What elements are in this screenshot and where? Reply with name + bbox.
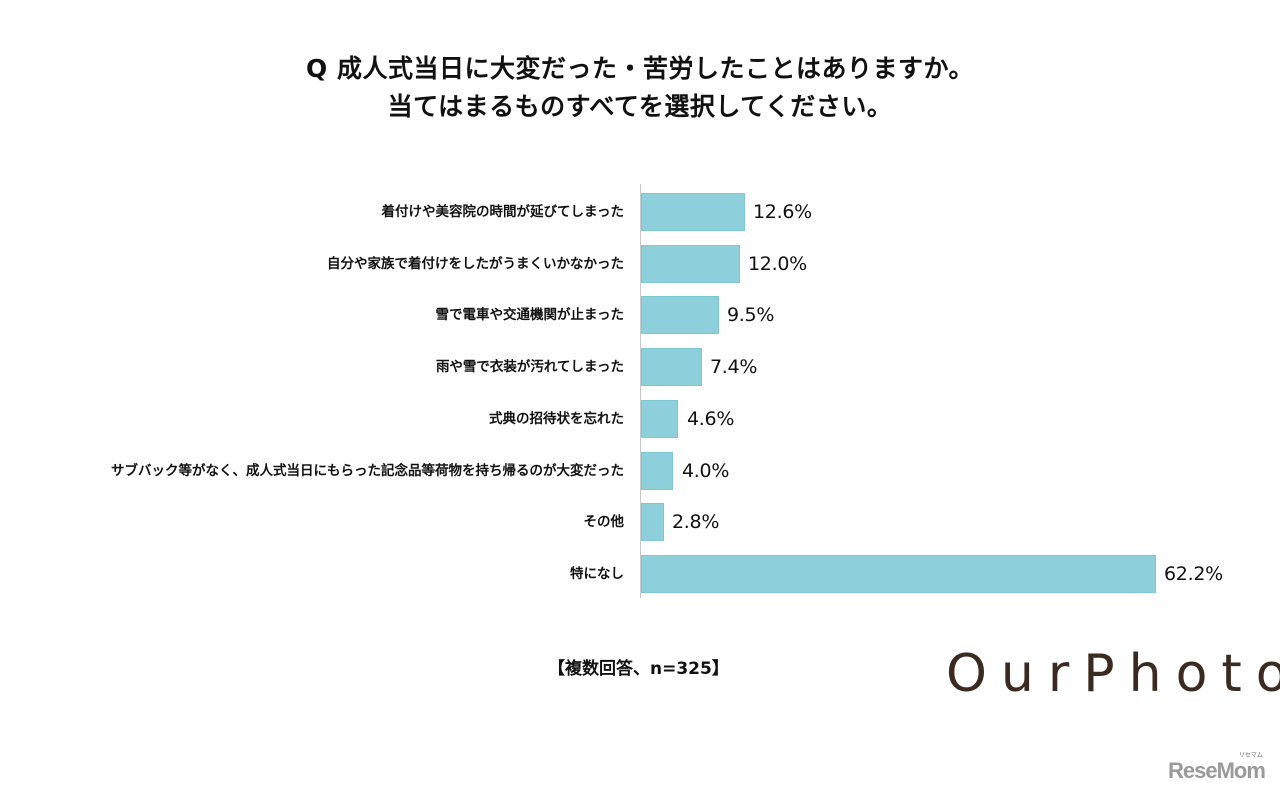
value-label: 62.2% [1164, 563, 1223, 585]
bar [641, 503, 664, 541]
bar [641, 193, 745, 231]
value-label: 4.0% [682, 460, 730, 482]
watermark-text: ReseMom [1168, 758, 1266, 783]
bar-row: 式典の招待状を忘れた 4.6% [0, 400, 1280, 438]
sample-size-note: 【複数回答、n=325】 [548, 659, 729, 679]
bar-row: その他 2.8% [0, 503, 1280, 541]
y-axis-line [640, 184, 641, 598]
category-label: サブバック等がなく、成人式当日にもらった記念品等荷物を持ち帰るのが大変だった [111, 463, 624, 479]
bar-chart: 着付けや美容院の時間が延びてしまった 12.6% 自分や家族で着付けをしたがうま… [0, 184, 1280, 598]
resemom-watermark: ReseMom リセマム [1168, 753, 1266, 784]
bar [641, 400, 678, 438]
chart-title-line-2: 当てはまるものすべてを選択してください。 [387, 92, 893, 121]
value-label: 12.0% [748, 253, 807, 275]
category-label: 式典の招待状を忘れた [489, 411, 624, 427]
bar [641, 555, 1156, 593]
bar-row: 特になし 62.2% [0, 555, 1280, 593]
value-label: 4.6% [687, 408, 735, 430]
category-label: その他 [583, 514, 625, 530]
bar [641, 348, 702, 386]
bar-row: 着付けや美容院の時間が延びてしまった 12.6% [0, 193, 1280, 231]
bar-row: サブバック等がなく、成人式当日にもらった記念品等荷物を持ち帰るのが大変だった 4… [0, 452, 1280, 490]
category-label: 雨や雪で衣装が汚れてしまった [435, 359, 624, 375]
chart-title: Q 成人式当日に大変だった・苦労したことはありますか。 当てはまるものすべてを選… [0, 50, 1280, 126]
bar-row: 雪で電車や交通機関が止まった 9.5% [0, 296, 1280, 334]
bar-row: 雨や雪で衣装が汚れてしまった 7.4% [0, 348, 1280, 386]
bar [641, 296, 719, 334]
ourphoto-logo: OurPhoto [946, 644, 1280, 704]
bar [641, 245, 740, 283]
watermark-small-text: リセマム [1238, 753, 1263, 759]
value-label: 9.5% [727, 304, 775, 326]
category-label: 自分や家族で着付けをしたがうまくいかなかった [327, 256, 624, 272]
value-label: 12.6% [753, 201, 812, 223]
category-label: 雪で電車や交通機関が止まった [435, 307, 624, 323]
category-label: 特になし [570, 566, 624, 582]
bar [641, 452, 673, 490]
category-label: 着付けや美容院の時間が延びてしまった [381, 204, 624, 220]
bar-row: 自分や家族で着付けをしたがうまくいかなかった 12.0% [0, 245, 1280, 283]
value-label: 7.4% [710, 356, 758, 378]
chart-title-line-1: Q 成人式当日に大変だった・苦労したことはありますか。 [306, 54, 974, 83]
value-label: 2.8% [672, 511, 720, 533]
